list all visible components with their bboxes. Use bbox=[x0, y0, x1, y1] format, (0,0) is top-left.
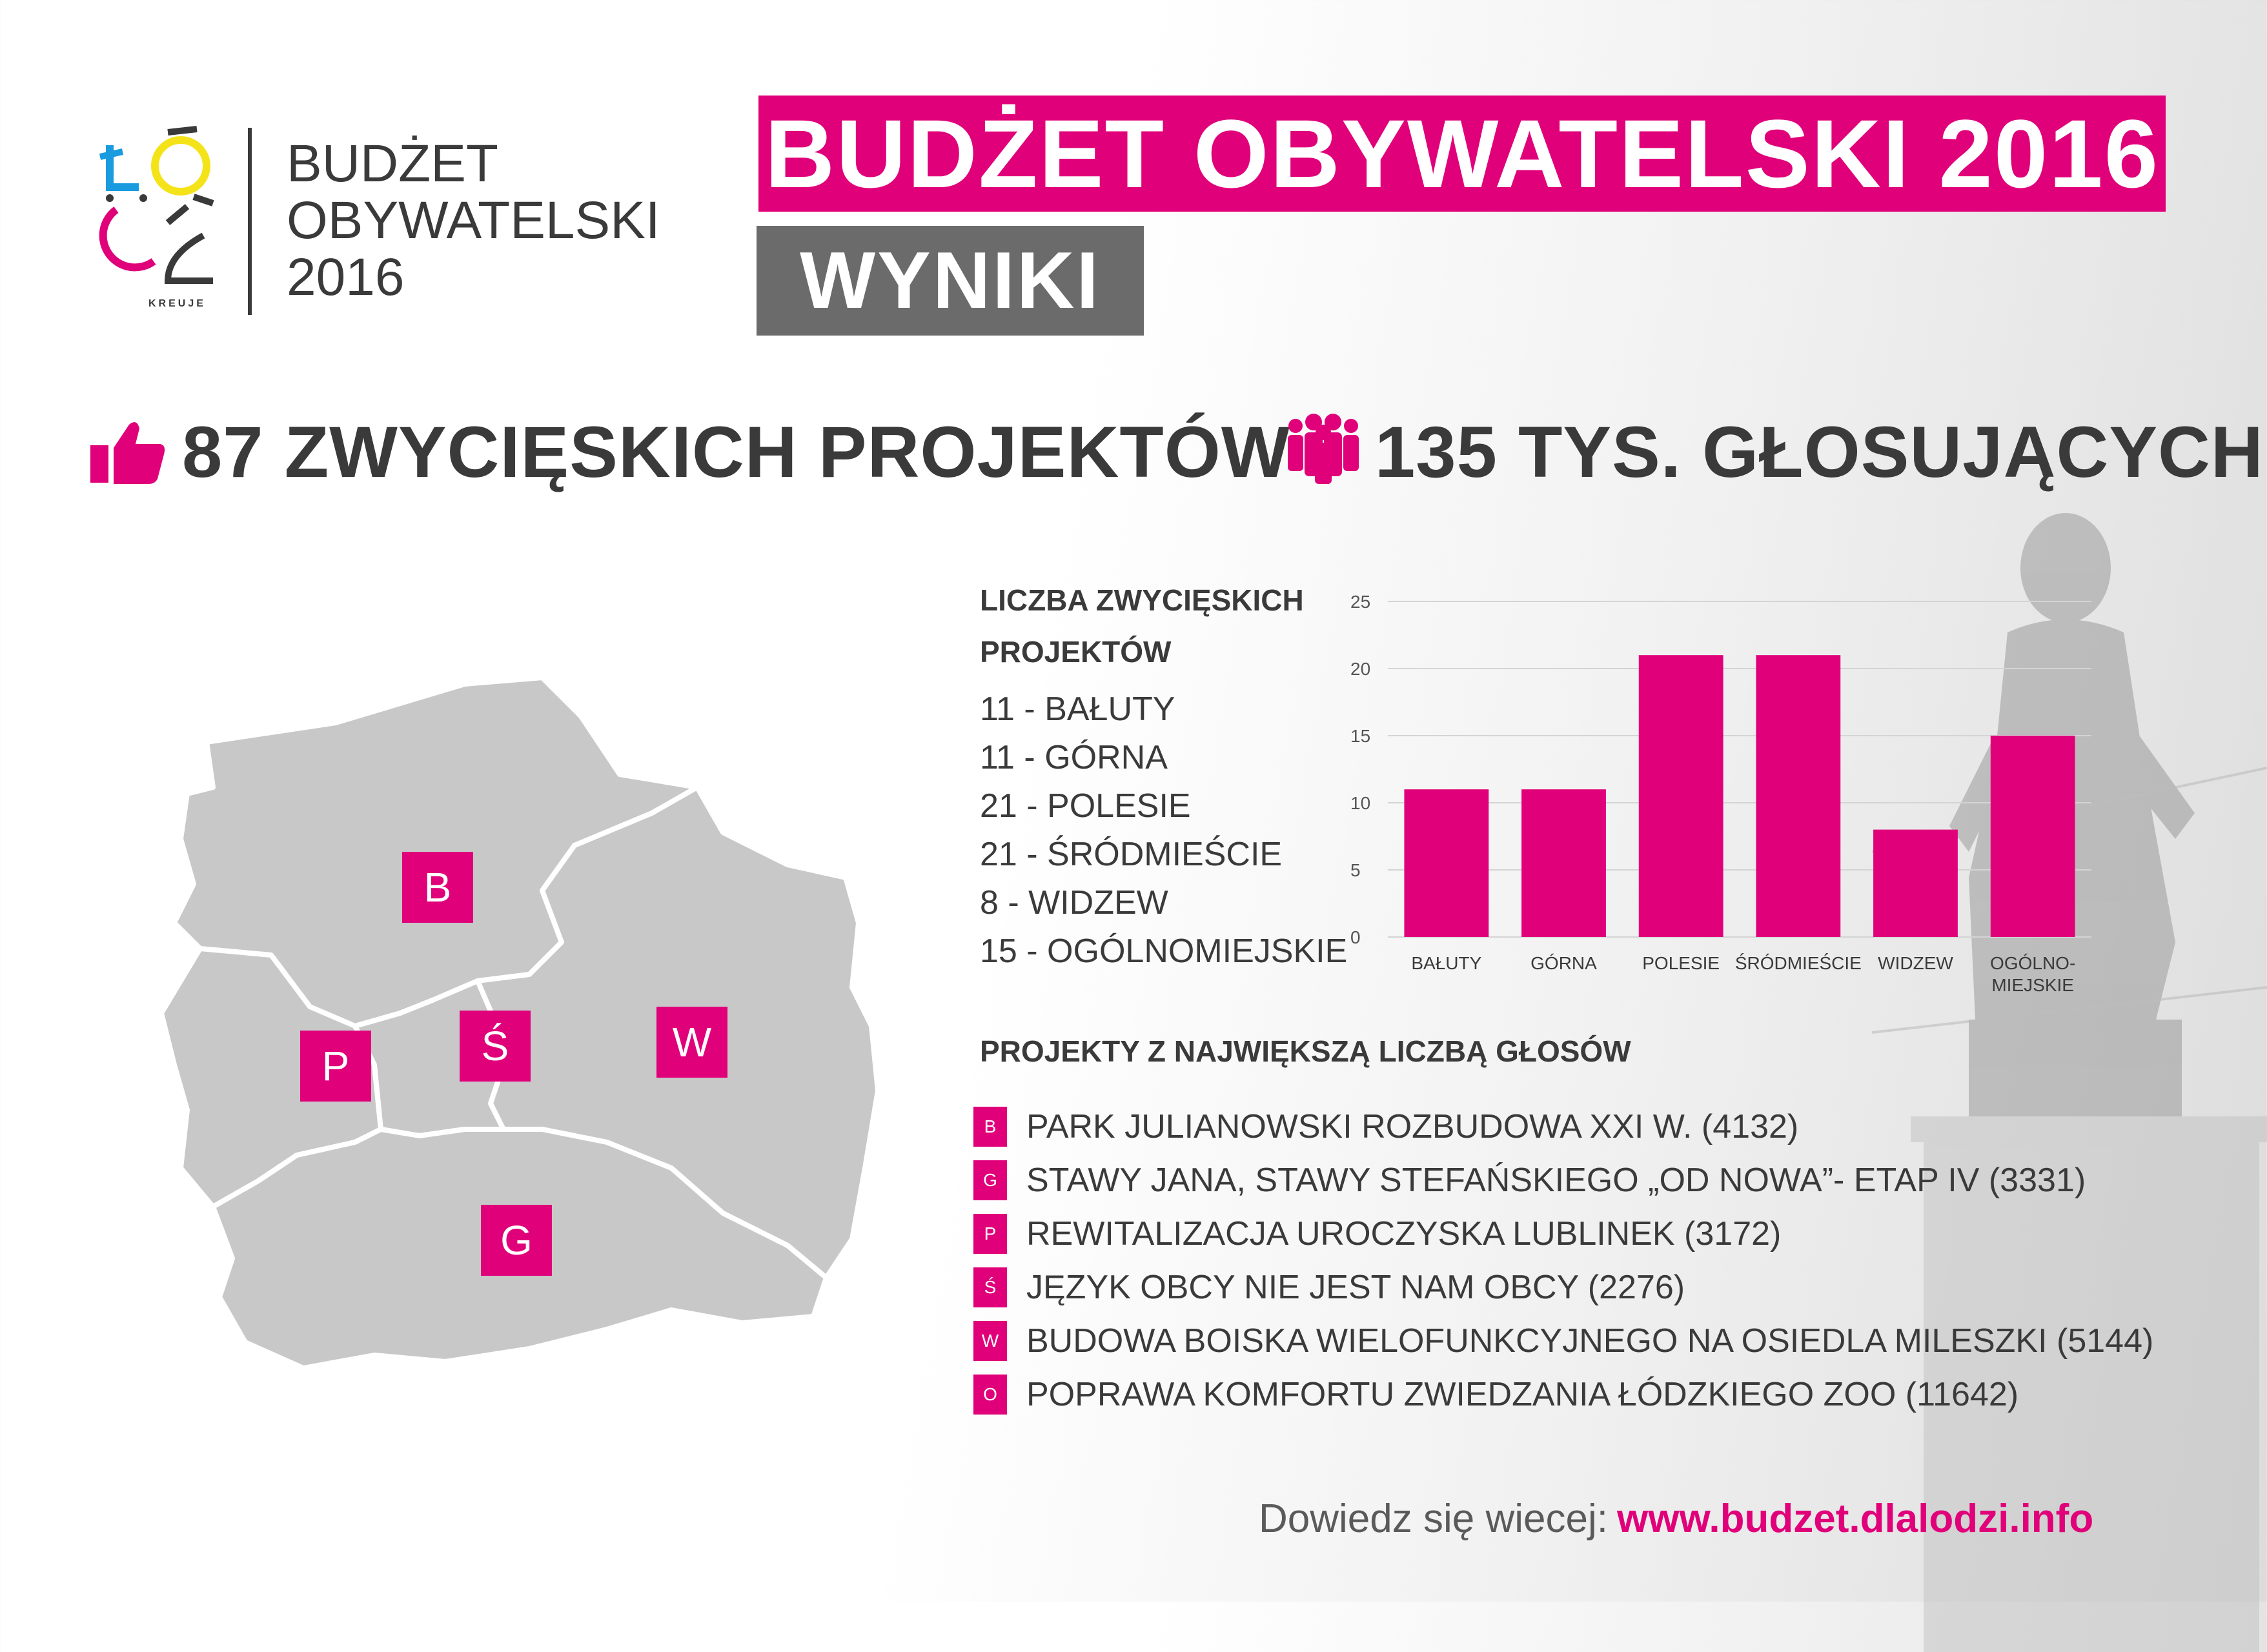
statue-silhouette bbox=[1872, 513, 2267, 1652]
project-badge: B bbox=[973, 1106, 1007, 1147]
logo-divider bbox=[248, 128, 252, 315]
y-tick-label: 10 bbox=[1350, 793, 1370, 813]
project-row: O POPRAWA KOMFORTU ZWIEDZANIA ŁÓDZKIEGO … bbox=[973, 1367, 2153, 1421]
project-text: REWITALIZACJA UROCZYSKA LUBLINEK (3172) bbox=[1026, 1214, 1782, 1253]
project-row: B PARK JULIANOWSKI ROZBUDOWA XXI W. (413… bbox=[973, 1100, 2153, 1153]
bar bbox=[1873, 829, 1958, 937]
logo-caption: KREUJE bbox=[148, 298, 206, 309]
footer: Dowiedz się wiecej: www.budzet.dlalodzi.i… bbox=[1259, 1496, 2093, 1542]
bar-chart: 0 5 10 15 20 25 BAŁUTY GÓRNA POLESIE ŚRÓDMIEŚCIE W… bbox=[1350, 592, 2091, 995]
bar bbox=[1638, 655, 1723, 937]
logo-line-2: OBYWATELSKI bbox=[287, 191, 660, 250]
project-row: W BUDOWA BOISKA WIELOFUNKCYJNEGO NA OSIE… bbox=[973, 1314, 2153, 1367]
counts-item: 11 - GÓRNA bbox=[980, 739, 1168, 776]
voters-stat: 135 TYS. GŁOSUJĄCYCH bbox=[1375, 412, 2264, 492]
x-tick-label: WIDZEW bbox=[1878, 953, 1953, 973]
x-tick-label: OGÓLNO-MIEJSKIE bbox=[1990, 953, 2075, 995]
x-tick-label: ŚRÓDMIEŚCIE bbox=[1735, 952, 1862, 973]
counts-item: 21 - POLESIE bbox=[980, 787, 1191, 825]
project-badge: G bbox=[973, 1160, 1007, 1200]
footer-link[interactable]: www.budzet.dlalodzi.info bbox=[1617, 1496, 2094, 1541]
y-tick-label: 25 bbox=[1350, 592, 1370, 612]
bar bbox=[1990, 736, 2075, 937]
x-tick-label: POLESIE bbox=[1642, 953, 1720, 973]
map-badge-s: Ś bbox=[460, 1011, 531, 1082]
footer-label: Dowiedz się wiecej: bbox=[1259, 1496, 1608, 1541]
bar bbox=[1521, 789, 1606, 937]
people-icon bbox=[1288, 414, 1359, 484]
counts-title: LICZBA ZWYCIĘSKICH PROJEKTÓW bbox=[980, 574, 1304, 678]
counts-list: 11 - BAŁUTY 11 - GÓRNA 21 - POLESIE 21 -… bbox=[980, 685, 1347, 976]
logo-line-1: BUDŻET bbox=[287, 134, 498, 193]
counts-item: 11 - BAŁUTY bbox=[980, 690, 1175, 728]
map-badge-p: P bbox=[300, 1031, 371, 1102]
map-badge-w: W bbox=[656, 1007, 727, 1078]
x-tick-label: BAŁUTY bbox=[1411, 953, 1481, 973]
thumbs-up-icon bbox=[90, 422, 165, 484]
counts-title-line-1: LICZBA ZWYCIĘSKICH bbox=[980, 583, 1304, 617]
project-badge: Ś bbox=[973, 1267, 1007, 1307]
project-text: BUDOWA BOISKA WIELOFUNKCYJNEGO NA OSIEDL… bbox=[1026, 1322, 2154, 1360]
headline-banner: BUDŻET OBYWATELSKI 2016 bbox=[758, 96, 2166, 212]
logo-mark-icon bbox=[99, 126, 214, 284]
project-text: STAWY JANA, STAWY STEFAŃSKIEGO „OD NOWA”… bbox=[1026, 1161, 2086, 1199]
counts-title-line-2: PROJEKTÓW bbox=[980, 635, 1172, 669]
project-row: Ś JĘZYK OBCY NIE JEST NAM OBCY (2276) bbox=[973, 1260, 2153, 1314]
project-badge: O bbox=[973, 1374, 1007, 1415]
counts-item: 8 - WIDZEW bbox=[980, 884, 1168, 922]
counts-item: 15 - OGÓLNOMIEJSKIE bbox=[980, 932, 1348, 970]
results-banner: WYNIKI bbox=[757, 226, 1144, 336]
logo-wordmark: BUDŻET OBYWATELSKI 2016 bbox=[287, 136, 660, 306]
projects-list: B PARK JULIANOWSKI ROZBUDOWA XXI W. (413… bbox=[973, 1100, 2153, 1421]
project-text: PARK JULIANOWSKI ROZBUDOWA XXI W. (4132) bbox=[1026, 1107, 1799, 1145]
bar bbox=[1404, 789, 1489, 937]
project-row: P REWITALIZACJA UROCZYSKA LUBLINEK (3172… bbox=[973, 1207, 2153, 1260]
map-badge-g: G bbox=[481, 1205, 552, 1276]
project-text: JĘZYK OBCY NIE JEST NAM OBCY (2276) bbox=[1026, 1268, 1685, 1306]
project-badge: W bbox=[973, 1320, 1007, 1361]
logo-line-3: 2016 bbox=[287, 248, 405, 307]
x-tick-label: GÓRNA bbox=[1530, 953, 1597, 973]
project-badge: P bbox=[973, 1213, 1007, 1254]
y-tick-label: 15 bbox=[1350, 726, 1370, 746]
y-tick-label: 20 bbox=[1350, 659, 1370, 679]
winning-projects-stat: 87 ZWYCIĘSKICH PROJEKTÓW bbox=[182, 412, 1290, 492]
y-tick-label: 0 bbox=[1350, 927, 1361, 947]
project-text: POPRAWA KOMFORTU ZWIEDZANIA ŁÓDZKIEGO ZO… bbox=[1026, 1375, 2019, 1413]
projects-title: PROJEKTY Z NAJWIĘKSZĄ LICZBĄ GŁOSÓW bbox=[980, 1034, 1631, 1068]
project-row: G STAWY JANA, STAWY STEFAŃSKIEGO „OD NOW… bbox=[973, 1153, 2153, 1207]
y-tick-label: 5 bbox=[1350, 860, 1361, 880]
map-badge-b: B bbox=[402, 852, 473, 923]
bar bbox=[1756, 655, 1841, 937]
counts-item: 21 - ŚRÓDMIEŚCIE bbox=[980, 836, 1283, 873]
